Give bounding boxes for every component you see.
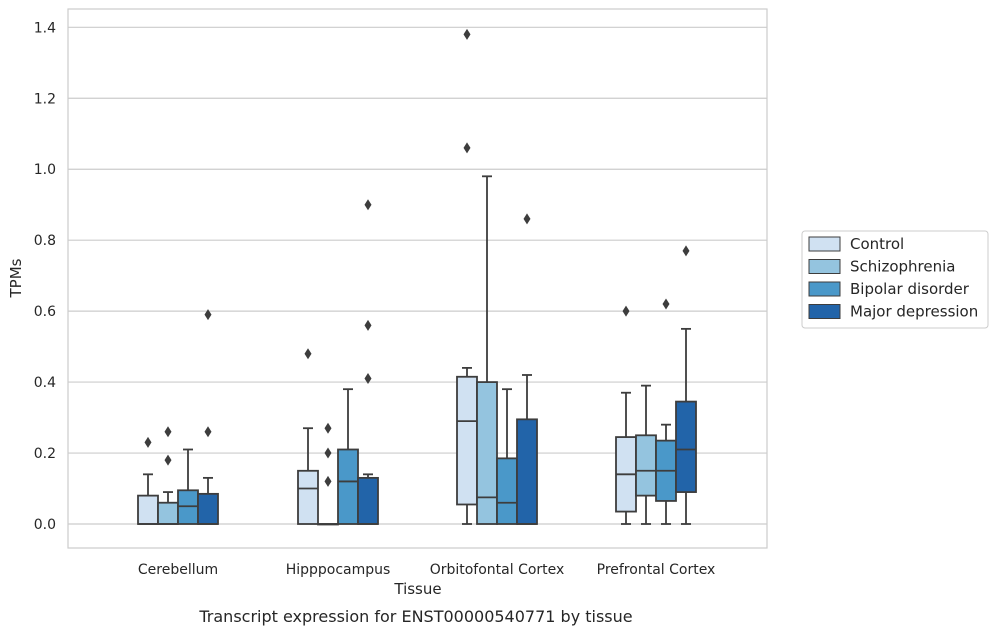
outlier-point xyxy=(204,426,212,438)
x-tick-label: Cerebellum xyxy=(138,562,218,578)
outlier-point xyxy=(204,309,212,321)
box-control-3 xyxy=(615,305,637,525)
outlier-point xyxy=(662,298,670,310)
box-schizophrenia-1 xyxy=(317,422,339,526)
y-tick-label: 0.4 xyxy=(34,375,56,391)
x-tick-label: Hipppocampus xyxy=(286,562,391,578)
iqr-box xyxy=(516,418,538,525)
iqr-box xyxy=(137,494,159,525)
box-bipolar-disorder-1 xyxy=(337,388,359,525)
legend-swatch xyxy=(808,236,841,252)
legend-label: Major depression xyxy=(850,303,978,321)
gridlines xyxy=(68,26,767,525)
box-major-depression-0 xyxy=(197,309,219,525)
iqr-box xyxy=(635,434,657,497)
outlier-point xyxy=(523,213,531,225)
outlier-point xyxy=(164,454,172,466)
box-bipolar-disorder-2 xyxy=(496,388,518,525)
outlier-point xyxy=(144,436,152,448)
outlier-point xyxy=(364,199,372,211)
outlier-point xyxy=(324,475,332,487)
iqr-box xyxy=(496,457,518,525)
legend-swatch xyxy=(808,259,841,274)
y-tick-label: 0.8 xyxy=(34,233,56,249)
chart-caption: Transcript expression for ENST0000054077… xyxy=(198,607,632,626)
outlier-point xyxy=(364,319,372,331)
iqr-box xyxy=(357,476,379,525)
box-major-depression-2 xyxy=(516,213,538,525)
outlier-point xyxy=(463,28,471,40)
x-axis-ticks: Cerebellum Hipppocampus Orbitofontal Corte… xyxy=(138,562,715,578)
y-tick-label: 1.2 xyxy=(34,91,56,107)
iqr-box xyxy=(337,448,359,525)
outlier-point xyxy=(682,245,690,257)
outlier-point xyxy=(364,373,372,385)
iqr-box xyxy=(197,492,219,525)
box-control-0 xyxy=(137,436,159,525)
outlier-point xyxy=(164,426,172,438)
outlier-point xyxy=(304,348,312,360)
x-tick-label: Prefrontal Cortex xyxy=(597,562,716,578)
box-major-depression-3 xyxy=(675,245,697,525)
iqr-box xyxy=(297,469,319,525)
legend-swatch xyxy=(808,304,841,319)
box-schizophrenia-2 xyxy=(476,175,498,525)
y-tick-label: 1.4 xyxy=(34,20,56,36)
box-bipolar-disorder-0 xyxy=(177,448,199,525)
box-control-2 xyxy=(456,28,478,525)
iqr-box xyxy=(456,375,478,506)
y-tick-label: 0.6 xyxy=(34,304,56,320)
legend-label: Bipolar disorder xyxy=(850,280,970,298)
x-axis-title: Tissue xyxy=(393,580,441,598)
y-tick-label: 0.0 xyxy=(34,517,56,533)
outlier-point xyxy=(324,447,332,459)
box-major-depression-1 xyxy=(357,199,379,525)
box-control-1 xyxy=(297,348,319,525)
x-tick-label: Orbitofontal Cortex xyxy=(430,562,565,578)
box-bipolar-disorder-3 xyxy=(655,298,677,525)
box-schizophrenia-3 xyxy=(635,384,657,525)
legend-frame xyxy=(801,230,989,329)
iqr-box xyxy=(476,381,498,525)
y-tick-label: 1.0 xyxy=(34,162,56,178)
outlier-point xyxy=(463,142,471,154)
box-plot-series xyxy=(137,28,697,526)
iqr-box xyxy=(157,501,179,525)
y-axis-title: TPMs xyxy=(7,258,25,298)
iqr-box xyxy=(675,400,697,493)
legend-label: Schizophrenia xyxy=(850,258,955,276)
box-schizophrenia-0 xyxy=(157,426,179,525)
legend: Control Schizophrenia Bipolar disorder Majo… xyxy=(801,230,989,329)
outlier-point xyxy=(324,422,332,434)
legend-swatch xyxy=(808,281,841,297)
plot-area-frame xyxy=(67,8,768,549)
legend-label: Control xyxy=(850,235,904,253)
y-axis-ticks: 0.0 0.2 0.4 0.6 0.8 1.0 1.2 1.4 xyxy=(34,20,56,533)
y-tick-label: 0.2 xyxy=(34,446,56,462)
outlier-point xyxy=(622,305,630,317)
